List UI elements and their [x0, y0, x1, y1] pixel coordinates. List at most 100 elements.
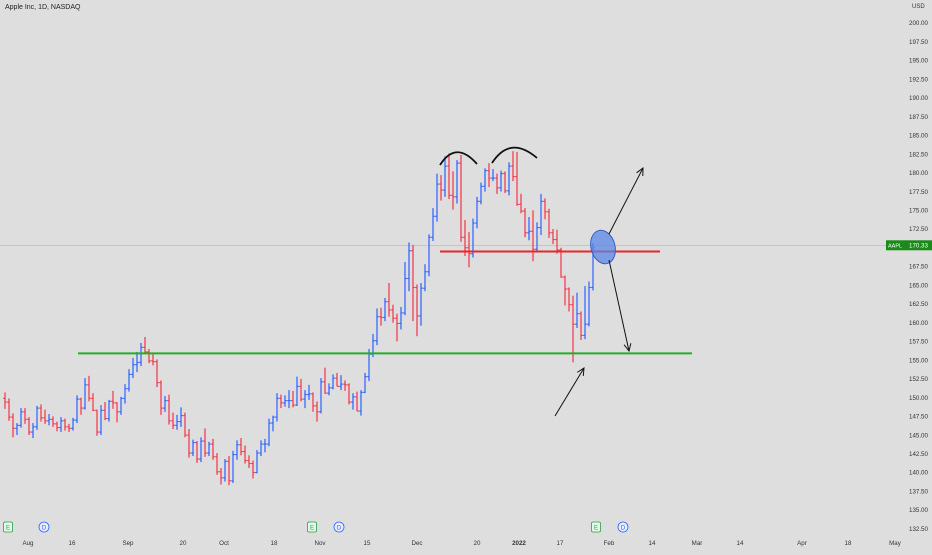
ohlc-bar — [491, 169, 495, 182]
event-marker-label: E — [310, 525, 314, 531]
ohlc-bar — [283, 395, 287, 407]
dividend-marker[interactable]: D — [617, 521, 629, 533]
time-tick-label: Sep — [122, 540, 134, 547]
ohlc-bar — [547, 208, 551, 239]
ohlc-bars — [3, 151, 595, 486]
ohlc-bar — [71, 417, 75, 431]
dividend-marker-circle — [617, 521, 629, 533]
ohlc-bar — [343, 380, 347, 391]
earnings-marker-box — [591, 521, 601, 533]
ohlc-bar — [127, 369, 131, 392]
price-badge-symbol: AAPL — [888, 243, 902, 249]
ohlc-bar — [155, 359, 159, 388]
drawing-annotations — [78, 146, 692, 417]
ohlc-bar — [199, 437, 203, 463]
ohlc-bar — [519, 193, 523, 214]
ohlc-bar — [335, 372, 339, 387]
ohlc-bar — [431, 208, 435, 242]
ohlc-bar — [507, 162, 511, 196]
ohlc-bar — [83, 378, 87, 410]
ohlc-bar — [287, 390, 291, 409]
dividend-marker-circle — [38, 521, 50, 533]
ohlc-bar — [51, 416, 55, 427]
price-tick-label: 135.00 — [909, 507, 928, 514]
ohlc-bar — [183, 412, 187, 438]
ohlc-bar — [11, 413, 15, 438]
price-tick-label: 180.00 — [909, 170, 928, 177]
ohlc-bar — [79, 397, 83, 415]
ohlc-bar — [427, 234, 431, 277]
ohlc-bar — [47, 414, 51, 426]
dividend-marker-circle — [333, 521, 345, 533]
earnings-marker[interactable]: E — [591, 521, 601, 533]
time-axis[interactable]: Aug 16 Sep 20 Oct 18 Nov 15 Dec 20 2022 17 Feb 14 Mar 1… — [22, 540, 901, 547]
ohlc-bar — [247, 455, 251, 469]
ohlc-bar — [15, 423, 19, 436]
ohlc-bar — [291, 390, 295, 408]
ohlc-bar — [375, 308, 379, 346]
event-marker-label: E — [6, 525, 10, 531]
ohlc-bar — [383, 297, 387, 322]
price-tick-label: 140.00 — [909, 470, 928, 477]
price-tick-label: 157.50 — [909, 339, 928, 346]
ohlc-bar — [455, 160, 459, 204]
ohlc-bar — [123, 384, 127, 404]
ohlc-bar — [27, 417, 31, 436]
price-badge-value: 170.33 — [909, 242, 928, 249]
ohlc-bar — [419, 282, 423, 326]
ohlc-bar — [311, 392, 315, 412]
ohlc-bar — [459, 154, 463, 242]
ohlc-bar — [295, 376, 299, 406]
ohlc-bar — [279, 394, 283, 409]
ohlc-bar — [575, 292, 579, 328]
price-tick-label: 160.00 — [909, 320, 928, 327]
ohlc-bar — [215, 453, 219, 475]
symbol-title[interactable]: Apple Inc, 1D, NASDAQ — [5, 4, 81, 11]
left-top-arc — [439, 151, 478, 166]
ohlc-bar — [235, 440, 239, 460]
ohlc-bar — [555, 229, 559, 254]
earnings-marker[interactable]: E — [3, 521, 13, 533]
ohlc-bar — [175, 414, 179, 430]
ohlc-bar — [447, 153, 451, 200]
price-axis[interactable]: 132.50 135.00 137.50 140.00 142.50 145.00 147.… — [909, 20, 928, 533]
earnings-marker[interactable]: E — [307, 521, 317, 533]
price-tick-label: 172.50 — [909, 226, 928, 233]
ohlc-bar — [407, 242, 411, 292]
ohlc-bar — [535, 222, 539, 252]
ohlc-bar — [463, 220, 467, 257]
price-tick-label: 185.00 — [909, 133, 928, 140]
time-tick-label: 17 — [557, 540, 564, 547]
ohlc-bar — [499, 170, 503, 192]
ohlc-bar — [351, 393, 355, 410]
price-tick-label: 192.50 — [909, 76, 928, 83]
time-tick-label: 2022 — [512, 540, 526, 547]
ohlc-bar — [115, 402, 119, 423]
ohlc-bar — [347, 383, 351, 405]
ohlc-bar — [159, 380, 163, 415]
ohlc-bar — [131, 357, 135, 379]
ohlc-bar — [63, 418, 67, 431]
breakout-up-arrow-shaft — [608, 167, 644, 235]
dividend-marker[interactable]: D — [38, 521, 50, 533]
dividend-marker[interactable]: D — [333, 521, 345, 533]
price-tick-label: 162.50 — [909, 301, 928, 308]
ohlc-bar — [267, 418, 271, 447]
time-tick-label: Apr — [797, 540, 807, 547]
breakout-up-arrow-head — [636, 166, 644, 177]
ohlc-bar — [255, 450, 259, 474]
ohlc-bar — [299, 378, 303, 402]
price-tick-label: 132.50 — [909, 526, 928, 533]
price-tick-label: 147.50 — [909, 414, 928, 421]
ohlc-bar — [479, 182, 483, 205]
ohlc-bar — [151, 352, 155, 366]
ohlc-bar — [7, 398, 11, 421]
ohlc-bar — [327, 383, 331, 396]
ohlc-bar — [23, 408, 27, 424]
ohlc-bar — [395, 313, 399, 342]
time-tick-label: 15 — [364, 540, 371, 547]
highlight-ellipse — [590, 229, 616, 265]
